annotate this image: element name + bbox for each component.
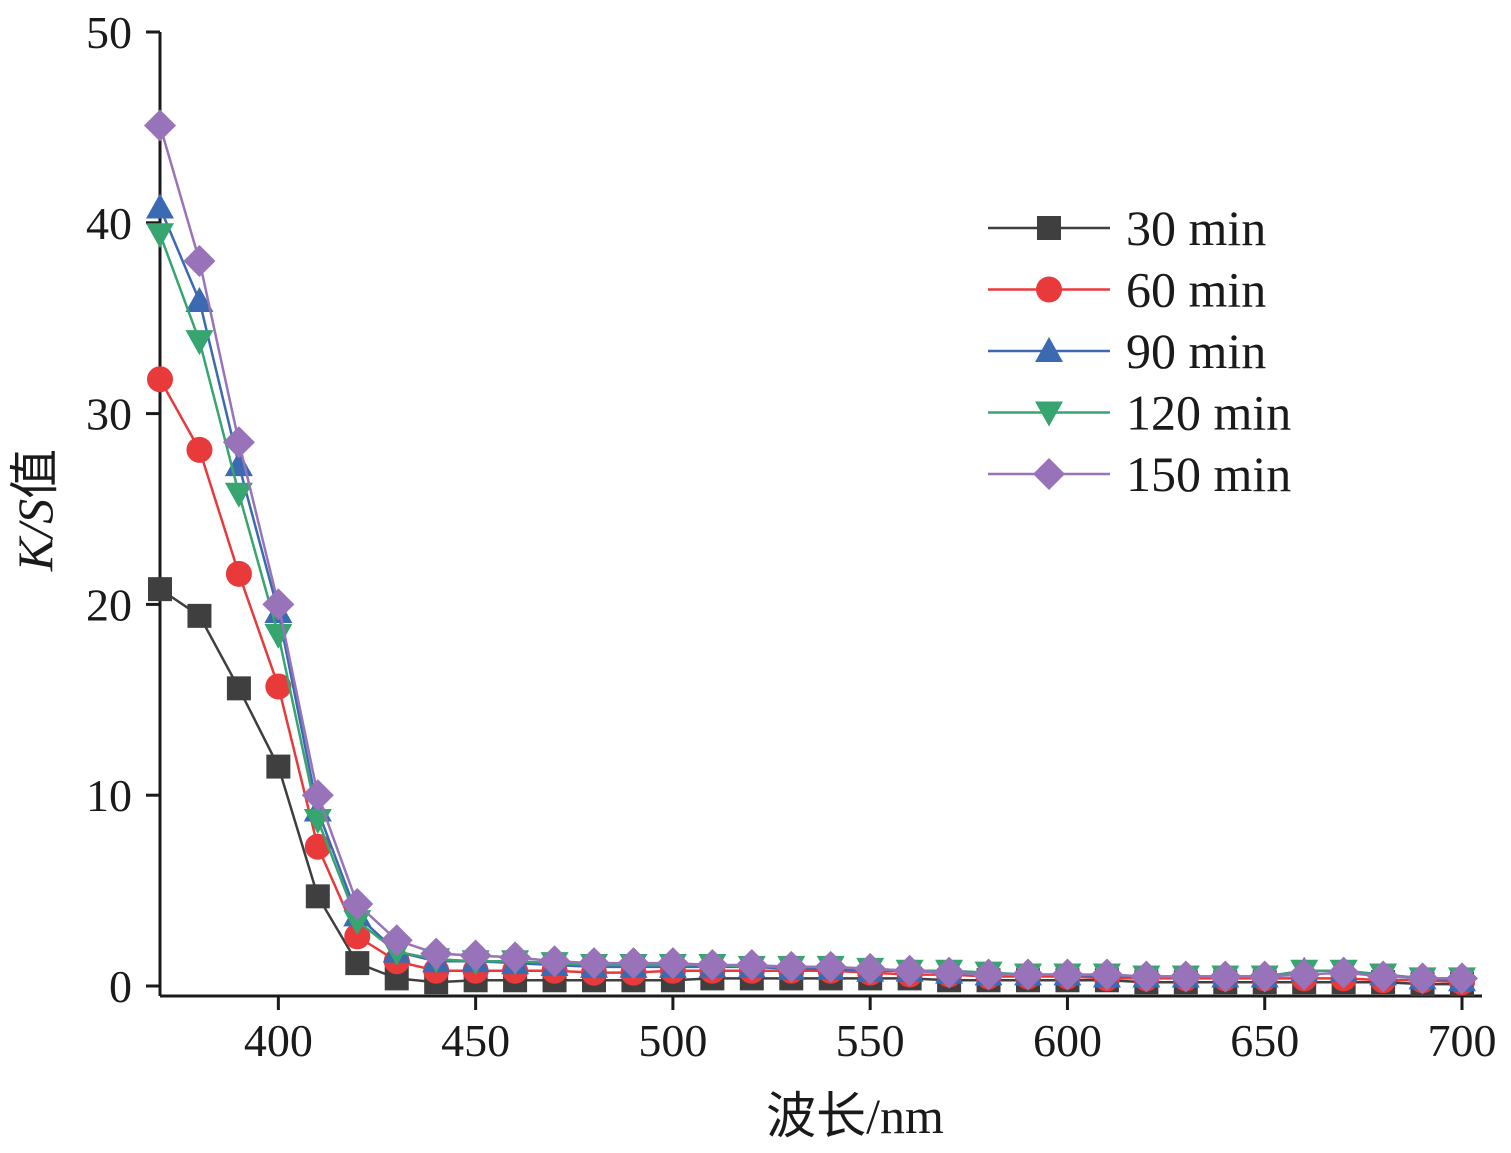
legend-item: 60 min <box>988 262 1266 318</box>
legend-item: 30 min <box>988 200 1266 256</box>
data-point <box>148 577 172 602</box>
data-point <box>380 924 413 957</box>
data-point <box>187 603 212 628</box>
data-point <box>1169 960 1202 993</box>
legend-marker <box>1033 458 1065 490</box>
data-point <box>345 951 370 976</box>
series-line <box>158 233 1462 980</box>
axes <box>158 32 1482 998</box>
data-point <box>341 887 374 920</box>
data-point <box>578 947 610 980</box>
data-point <box>224 482 253 508</box>
legend-marker <box>1035 337 1063 362</box>
data-point <box>1248 960 1281 993</box>
data-point <box>225 560 252 587</box>
y-axis-title-italic: K/S <box>7 499 63 572</box>
y-tick-label: 30 <box>86 389 132 440</box>
data-point <box>1288 958 1321 991</box>
data-point <box>185 287 214 313</box>
x-ticks: 400 450 500 550 600 650 700 <box>244 996 1497 1066</box>
data-point <box>696 949 729 982</box>
data-point <box>1012 958 1044 991</box>
series-group <box>144 109 1478 997</box>
legend-item: 90 min <box>988 323 1266 379</box>
data-point <box>343 910 372 936</box>
data-point <box>854 952 887 985</box>
legend-marker <box>1035 401 1063 427</box>
y-tick-label: 40 <box>86 198 132 249</box>
data-point <box>304 833 331 860</box>
data-point <box>146 193 174 219</box>
x-tick-label: 600 <box>1033 1015 1102 1066</box>
data-point <box>222 426 255 459</box>
legend-label: 60 min <box>1126 262 1266 318</box>
x-tick-label: 550 <box>836 1015 905 1066</box>
series-120-min <box>146 223 1476 993</box>
data-point <box>265 673 292 700</box>
y-axis-title: K/S值 <box>7 449 63 572</box>
data-point <box>933 956 966 989</box>
series-line <box>158 378 1463 984</box>
series-line <box>158 207 1463 982</box>
y-tick-label: 50 <box>86 7 132 58</box>
y-tick-label: 10 <box>86 770 132 821</box>
data-point <box>147 366 173 393</box>
legend-label: 30 min <box>1126 200 1266 256</box>
legend-marker <box>1037 216 1061 240</box>
data-point <box>1051 958 1084 991</box>
data-point <box>1327 956 1360 989</box>
y-ticks: 0 10 20 30 40 50 <box>86 7 160 1012</box>
data-point <box>262 588 295 621</box>
data-point <box>226 676 251 701</box>
data-point <box>459 939 492 972</box>
data-point <box>1209 960 1242 993</box>
legend-item: 150 min <box>988 446 1291 502</box>
x-tick-label: 400 <box>244 1015 313 1066</box>
x-tick-label: 650 <box>1230 1015 1299 1066</box>
data-point <box>735 949 768 982</box>
legend-label: 120 min <box>1126 385 1291 441</box>
series-line <box>158 125 1462 980</box>
y-axis-title-suffix: 值 <box>7 449 63 499</box>
data-point <box>305 884 330 909</box>
data-point <box>186 436 213 463</box>
data-point <box>264 623 293 649</box>
x-axis-title: 波长/nm <box>766 1088 944 1144</box>
data-point <box>183 244 216 277</box>
data-point <box>1406 962 1439 995</box>
data-point <box>814 950 847 983</box>
data-point <box>656 947 689 980</box>
data-point <box>185 330 214 356</box>
legend-label: 150 min <box>1126 446 1291 502</box>
data-point <box>301 779 334 812</box>
data-point <box>1446 962 1478 995</box>
y-tick-label: 0 <box>109 961 132 1012</box>
series-line <box>159 588 1462 986</box>
data-point <box>538 945 571 978</box>
data-point <box>420 937 453 970</box>
legend-item: 120 min <box>988 385 1291 441</box>
series-150-min <box>144 109 1478 995</box>
data-point <box>1090 958 1123 991</box>
x-tick-label: 450 <box>441 1015 510 1066</box>
data-point <box>1130 960 1163 993</box>
data-point <box>617 947 650 980</box>
data-point <box>146 223 174 249</box>
data-point <box>499 941 532 974</box>
data-point <box>266 754 291 779</box>
legend-label: 90 min <box>1126 323 1266 379</box>
data-point <box>893 954 926 987</box>
data-point <box>1367 960 1400 993</box>
x-tick-label: 700 <box>1428 1015 1497 1066</box>
x-tick-label: 500 <box>638 1015 707 1066</box>
data-point <box>344 923 371 950</box>
data-point <box>972 958 1005 991</box>
data-point <box>775 950 808 983</box>
legend-marker <box>1036 276 1062 303</box>
data-point <box>144 109 176 142</box>
y-tick-label: 20 <box>86 579 132 630</box>
